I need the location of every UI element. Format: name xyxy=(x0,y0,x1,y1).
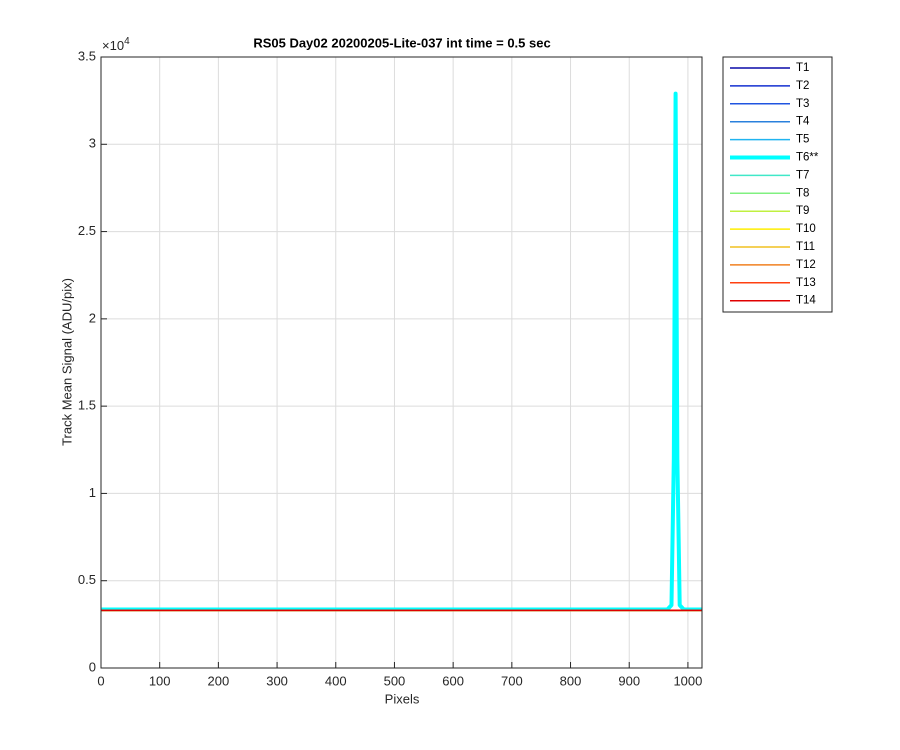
legend-label: T6** xyxy=(796,152,819,164)
legend-label: T4 xyxy=(796,116,810,128)
y-multiplier-exponent: 4 xyxy=(124,36,130,47)
y-tick-label: 1 xyxy=(89,485,96,500)
legend-box xyxy=(722,56,833,313)
legend-label: T14 xyxy=(796,295,816,307)
legend-label: T2 xyxy=(796,80,809,92)
y-tick-label: 2 xyxy=(89,310,96,325)
x-tick-label: 100 xyxy=(149,673,171,688)
x-tick-label: 900 xyxy=(618,673,640,688)
legend-label: T7 xyxy=(796,169,809,181)
y-tick-label: 1.5 xyxy=(78,398,96,413)
legend-label: T1 xyxy=(796,62,809,74)
x-tick-label: 200 xyxy=(208,673,230,688)
x-tick-label: 600 xyxy=(442,673,464,688)
legend-label: T10 xyxy=(796,223,816,235)
x-axis-label: Pixels xyxy=(385,691,420,706)
y-axis-label: Track Mean Signal (ADU/pix) xyxy=(59,278,74,446)
x-tick-label: 0 xyxy=(97,673,104,688)
y-tick-label: 2.5 xyxy=(78,223,96,238)
legend-label: T9 xyxy=(796,205,809,217)
y-tick-label: 0.5 xyxy=(78,572,96,587)
y-multiplier-base: ×10 xyxy=(102,38,124,53)
axes-box xyxy=(100,56,703,669)
y-multiplier: ×104 xyxy=(102,36,130,54)
x-tick-label: 800 xyxy=(560,673,582,688)
x-tick-label: 500 xyxy=(384,673,406,688)
legend-label: T13 xyxy=(796,277,816,289)
chart-title: RS05 Day02 20200205-Lite-037 int time = … xyxy=(253,35,550,50)
plot-area xyxy=(101,57,702,668)
y-tick-label: 0 xyxy=(89,659,96,674)
x-tick-label: 300 xyxy=(266,673,288,688)
series-line xyxy=(101,91,702,612)
legend-label: T5 xyxy=(796,134,809,146)
y-tick-label: 3.5 xyxy=(78,48,96,63)
legend-label: T12 xyxy=(796,259,816,271)
legend-label: T11 xyxy=(796,241,815,253)
x-tick-label: 1000 xyxy=(673,673,702,688)
legend-label: T3 xyxy=(796,98,809,110)
x-tick-label: 400 xyxy=(325,673,347,688)
x-tick-label: 700 xyxy=(501,673,523,688)
y-tick-label: 3 xyxy=(89,136,96,151)
legend-label: T8 xyxy=(796,187,809,199)
